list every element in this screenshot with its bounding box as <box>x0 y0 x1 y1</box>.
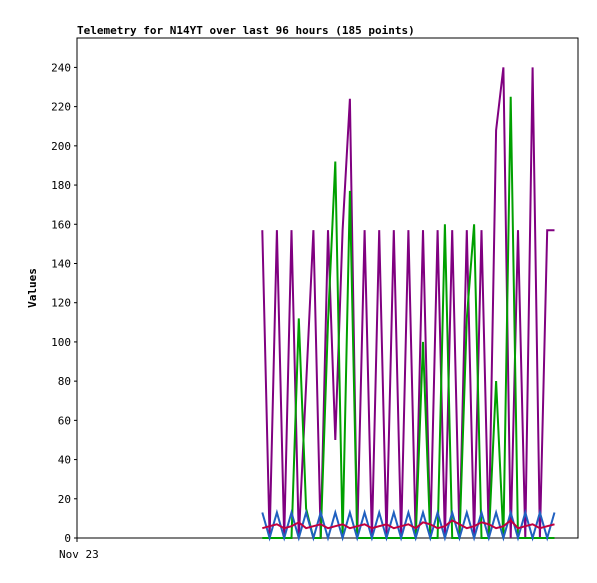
y-tick-label: 180 <box>51 179 71 192</box>
y-tick-label: 200 <box>51 140 71 153</box>
y-tick-label: 40 <box>58 454 71 467</box>
series-line <box>261 67 555 539</box>
y-tick-label: 20 <box>58 493 71 506</box>
y-tick-label: 80 <box>58 375 71 388</box>
chart-title: Telemetry for N14YT over last 96 hours (… <box>77 24 415 37</box>
y-axis-label: Values <box>26 268 39 308</box>
y-tick-label: 240 <box>51 61 71 74</box>
series-line <box>261 508 556 542</box>
y-tick-label: 0 <box>64 532 71 545</box>
y-tick-label: 120 <box>51 297 71 310</box>
y-tick-label: 60 <box>58 414 71 427</box>
series-line <box>262 519 555 530</box>
y-tick-label: 220 <box>51 101 71 114</box>
y-tick-label: 100 <box>51 336 71 349</box>
x-tick-label: Nov 23 <box>59 548 99 561</box>
y-tick-label: 140 <box>51 257 71 270</box>
y-tick-label: 160 <box>51 218 71 231</box>
